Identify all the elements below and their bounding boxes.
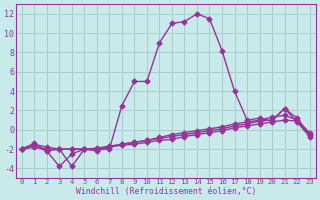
X-axis label: Windchill (Refroidissement éolien,°C): Windchill (Refroidissement éolien,°C)	[76, 187, 256, 196]
